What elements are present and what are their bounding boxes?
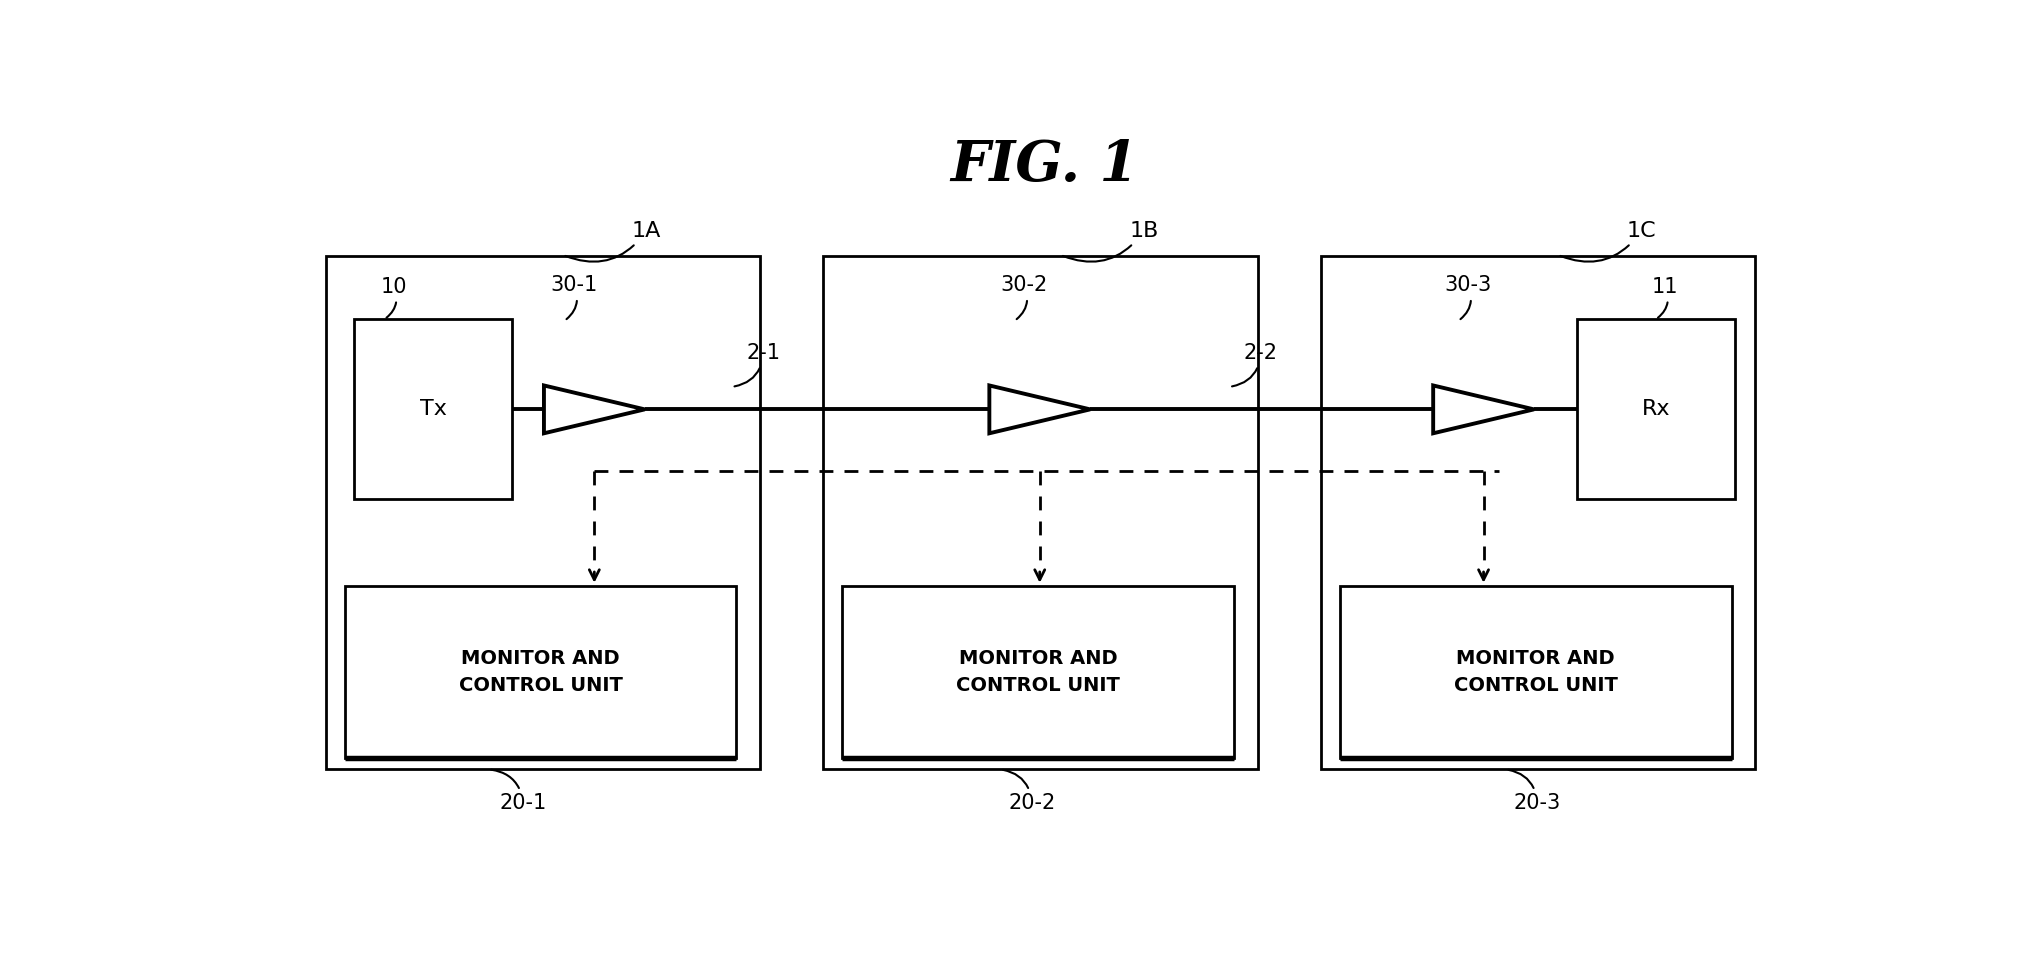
Text: 30-2: 30-2	[1001, 276, 1048, 319]
Text: FIG. 1: FIG. 1	[950, 138, 1139, 193]
Text: Tx: Tx	[420, 399, 446, 420]
Bar	[1321, 255, 1755, 769]
Bar	[823, 255, 1257, 769]
Bar	[355, 319, 512, 500]
Text: 30-1: 30-1	[550, 276, 597, 319]
Text: MONITOR AND
CONTROL UNIT: MONITOR AND CONTROL UNIT	[956, 649, 1121, 694]
Text: 1B: 1B	[1064, 221, 1160, 262]
Text: 1C: 1C	[1561, 221, 1657, 262]
Text: 30-3: 30-3	[1445, 276, 1492, 319]
Text: Rx: Rx	[1641, 399, 1669, 420]
Bar	[326, 255, 760, 769]
Polygon shape	[988, 386, 1090, 433]
Text: 2-2: 2-2	[1233, 343, 1278, 387]
Text: 20-2: 20-2	[1003, 769, 1056, 813]
Text: MONITOR AND
CONTROL UNIT: MONITOR AND CONTROL UNIT	[459, 649, 622, 694]
Text: 1A: 1A	[565, 221, 660, 262]
Bar	[1577, 319, 1734, 500]
Text: 10: 10	[381, 277, 408, 318]
Bar	[842, 585, 1233, 758]
Text: MONITOR AND
CONTROL UNIT: MONITOR AND CONTROL UNIT	[1453, 649, 1618, 694]
Text: 11: 11	[1653, 277, 1679, 318]
Text: 20-3: 20-3	[1508, 769, 1561, 813]
Bar	[344, 585, 736, 758]
Bar	[1339, 585, 1732, 758]
Text: 2-1: 2-1	[734, 343, 781, 387]
Text: 20-1: 20-1	[491, 769, 546, 813]
Polygon shape	[544, 386, 644, 433]
Polygon shape	[1433, 386, 1535, 433]
